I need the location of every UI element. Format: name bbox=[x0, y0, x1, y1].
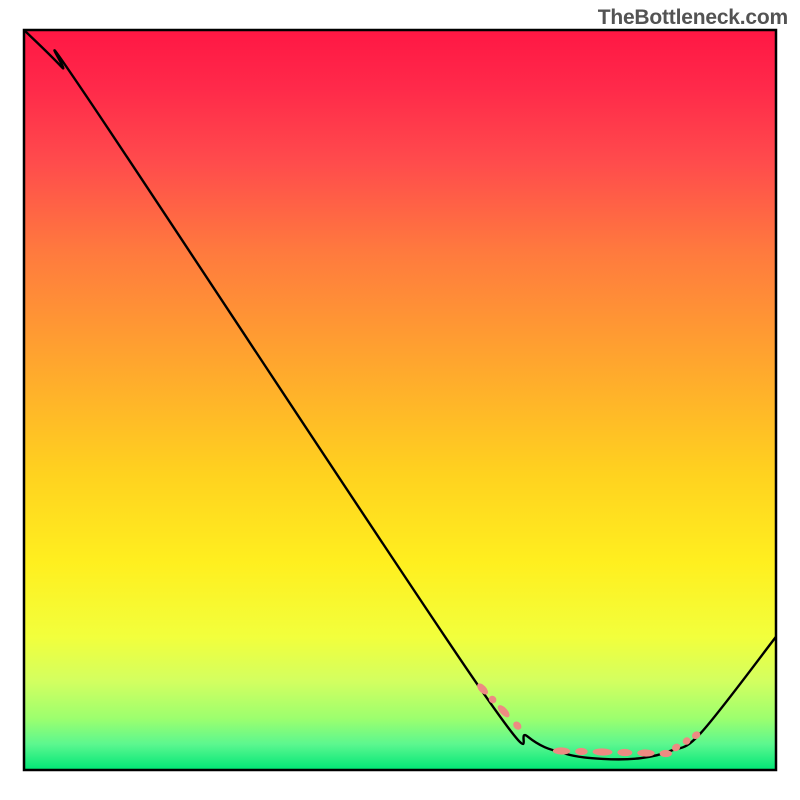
gradient-background bbox=[24, 30, 776, 770]
bottleneck-curve-chart bbox=[0, 0, 800, 800]
chart-container: TheBottleneck.com bbox=[0, 0, 800, 800]
watermark-label: TheBottleneck.com bbox=[598, 6, 788, 30]
